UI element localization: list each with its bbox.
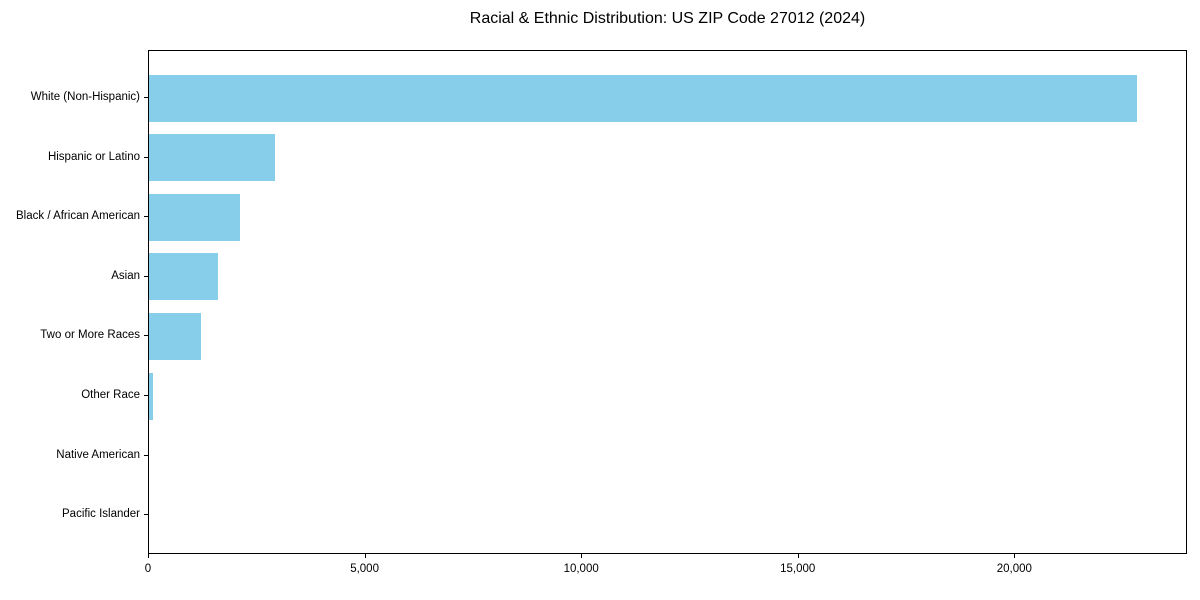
x-tick	[1014, 554, 1016, 558]
bar-two-or-more-races	[149, 312, 201, 360]
x-axis-label: 0	[144, 563, 152, 575]
y-axis-label: Black / African American	[16, 210, 140, 223]
y-tick	[144, 395, 148, 396]
y-tick	[144, 275, 148, 277]
x-tick	[148, 554, 149, 558]
x-axis-label: 5,000	[350, 563, 379, 575]
plot-area	[148, 50, 1187, 554]
bar-asian	[149, 253, 219, 301]
x-tick	[364, 554, 366, 558]
bar-other-race	[149, 372, 154, 420]
chart-title: Racial & Ethnic Distribution: US ZIP Cod…	[469, 10, 866, 27]
y-tick	[144, 335, 148, 337]
y-axis-label: Hispanic or Latino	[47, 150, 140, 163]
bar-black-african-american	[149, 193, 240, 241]
x-tick	[581, 554, 583, 558]
y-axis-label: Two or More Races	[40, 329, 140, 342]
y-tick	[144, 156, 148, 158]
bar-hispanic-or-latino	[149, 134, 275, 182]
x-tick	[797, 554, 799, 558]
y-axis-label: Native American	[56, 448, 140, 461]
bar-white-non-hispanic-	[149, 74, 1137, 122]
y-tick	[144, 514, 148, 516]
x-axis-label: 15,000	[780, 563, 816, 575]
y-axis-label: Other Race	[81, 389, 140, 401]
y-axis-label: Pacific Islander	[62, 508, 140, 521]
y-tick	[144, 454, 148, 456]
y-tick	[144, 216, 148, 218]
y-tick	[144, 97, 148, 98]
y-axis-label: Asian	[111, 269, 140, 282]
x-axis-label: 20,000	[996, 563, 1032, 575]
y-axis-label: White (Non-Hispanic)	[30, 91, 140, 103]
x-axis-label: 10,000	[563, 563, 599, 575]
